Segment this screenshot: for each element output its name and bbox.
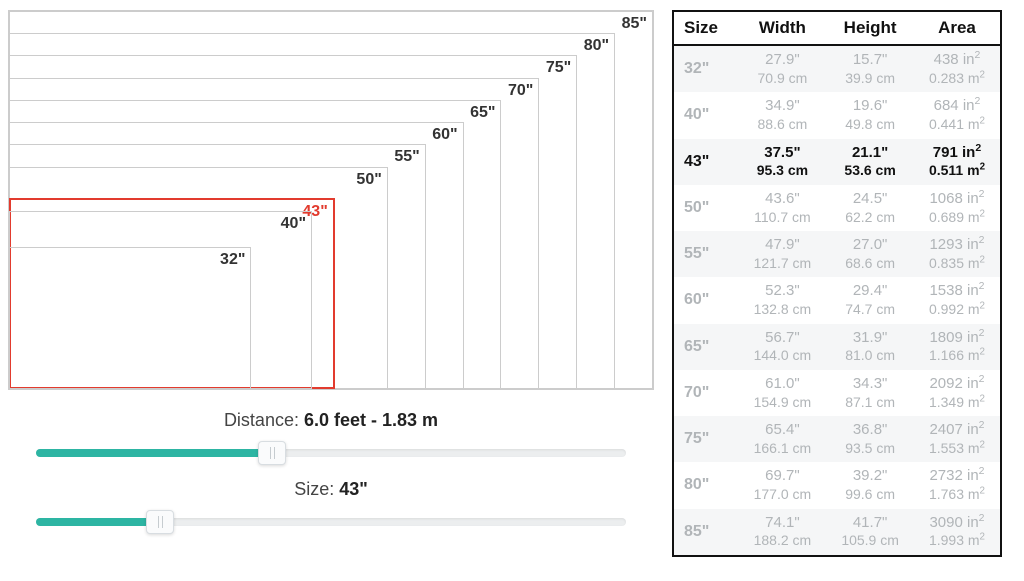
- cell-size: 65": [673, 324, 739, 370]
- cell-area: 1538 in20.992 m2: [914, 277, 1001, 323]
- cell-size: 80": [673, 462, 739, 508]
- cell-area: 2092 in21.349 m2: [914, 370, 1001, 416]
- cell-height: 39.2"99.6 cm: [826, 462, 914, 508]
- cell-width: 69.7"177.0 cm: [739, 462, 827, 508]
- cell-height: 31.9"81.0 cm: [826, 324, 914, 370]
- cell-area: 1068 in20.689 m2: [914, 185, 1001, 231]
- table-row[interactable]: 60"52.3"132.8 cm29.4"74.7 cm1538 in20.99…: [673, 277, 1001, 323]
- size-slider[interactable]: [36, 508, 626, 536]
- size-slider-thumb[interactable]: [146, 510, 174, 534]
- cell-height: 21.1"53.6 cm: [826, 139, 914, 185]
- size-table: Size Width Height Area 32"27.9"70.9 cm15…: [672, 10, 1002, 557]
- col-height: Height: [826, 11, 914, 45]
- table-header-row: Size Width Height Area: [673, 11, 1001, 45]
- cell-height: 34.3"87.1 cm: [826, 370, 914, 416]
- cell-size: 43": [673, 139, 739, 185]
- cell-area: 684 in20.441 m2: [914, 92, 1001, 138]
- tv-rect-label: 85": [622, 15, 647, 33]
- tv-rect-32: 32": [9, 247, 251, 389]
- cell-area: 1293 in20.835 m2: [914, 231, 1001, 277]
- cell-size: 50": [673, 185, 739, 231]
- tv-rect-label: 70": [508, 82, 533, 100]
- cell-width: 43.6"110.7 cm: [739, 185, 827, 231]
- tv-rect-label: 40": [281, 215, 306, 233]
- tv-rect-label: 80": [584, 37, 609, 55]
- cell-size: 60": [673, 277, 739, 323]
- cell-height: 24.5"62.2 cm: [826, 185, 914, 231]
- cell-width: 37.5"95.3 cm: [739, 139, 827, 185]
- table-row[interactable]: 80"69.7"177.0 cm39.2"99.6 cm2732 in21.76…: [673, 462, 1001, 508]
- cell-width: 27.9"70.9 cm: [739, 45, 827, 92]
- tv-rect-label: 75": [546, 59, 571, 77]
- tv-rect-label: 50": [356, 171, 381, 189]
- cell-width: 34.9"88.6 cm: [739, 92, 827, 138]
- size-value: 43": [339, 479, 368, 499]
- cell-size: 32": [673, 45, 739, 92]
- cell-area: 438 in20.283 m2: [914, 45, 1001, 92]
- size-label-prefix: Size:: [294, 479, 339, 499]
- cell-size: 55": [673, 231, 739, 277]
- table-row[interactable]: 85"74.1"188.2 cm41.7"105.9 cm3090 in21.9…: [673, 509, 1001, 556]
- cell-size: 70": [673, 370, 739, 416]
- cell-size: 75": [673, 416, 739, 462]
- tv-size-diagram: 85"80"75"70"65"60"55"50"43"40"32": [8, 10, 654, 390]
- distance-value: 6.0 feet - 1.83 m: [304, 410, 438, 430]
- col-size: Size: [673, 11, 739, 45]
- cell-area: 3090 in21.993 m2: [914, 509, 1001, 556]
- cell-height: 36.8"93.5 cm: [826, 416, 914, 462]
- cell-height: 29.4"74.7 cm: [826, 277, 914, 323]
- distance-slider[interactable]: [36, 439, 626, 467]
- cell-width: 74.1"188.2 cm: [739, 509, 827, 556]
- cell-height: 41.7"105.9 cm: [826, 509, 914, 556]
- table-row[interactable]: 70"61.0"154.9 cm34.3"87.1 cm2092 in21.34…: [673, 370, 1001, 416]
- distance-label: Distance: 6.0 feet - 1.83 m: [8, 410, 654, 431]
- size-slider-fill: [36, 518, 160, 526]
- cell-width: 65.4"166.1 cm: [739, 416, 827, 462]
- cell-height: 15.7"39.9 cm: [826, 45, 914, 92]
- cell-area: 791 in20.511 m2: [914, 139, 1001, 185]
- tv-rect-label: 32": [220, 251, 245, 269]
- table-row[interactable]: 50"43.6"110.7 cm24.5"62.2 cm1068 in20.68…: [673, 185, 1001, 231]
- cell-width: 61.0"154.9 cm: [739, 370, 827, 416]
- distance-slider-fill: [36, 449, 272, 457]
- cell-width: 56.7"144.0 cm: [739, 324, 827, 370]
- table-row[interactable]: 75"65.4"166.1 cm36.8"93.5 cm2407 in21.55…: [673, 416, 1001, 462]
- tv-rect-label: 55": [394, 148, 419, 166]
- distance-slider-thumb[interactable]: [258, 441, 286, 465]
- cell-size: 40": [673, 92, 739, 138]
- table-row[interactable]: 40"34.9"88.6 cm19.6"49.8 cm684 in20.441 …: [673, 92, 1001, 138]
- cell-area: 2407 in21.553 m2: [914, 416, 1001, 462]
- cell-width: 52.3"132.8 cm: [739, 277, 827, 323]
- cell-height: 19.6"49.8 cm: [826, 92, 914, 138]
- cell-size: 85": [673, 509, 739, 556]
- cell-height: 27.0"68.6 cm: [826, 231, 914, 277]
- col-width: Width: [739, 11, 827, 45]
- table-row[interactable]: 55"47.9"121.7 cm27.0"68.6 cm1293 in20.83…: [673, 231, 1001, 277]
- col-area: Area: [914, 11, 1001, 45]
- distance-label-prefix: Distance:: [224, 410, 304, 430]
- cell-area: 2732 in21.763 m2: [914, 462, 1001, 508]
- size-label: Size: 43": [8, 479, 654, 500]
- tv-rect-label: 60": [432, 126, 457, 144]
- table-row[interactable]: 43"37.5"95.3 cm21.1"53.6 cm791 in20.511 …: [673, 139, 1001, 185]
- table-row[interactable]: 32"27.9"70.9 cm15.7"39.9 cm438 in20.283 …: [673, 45, 1001, 92]
- table-row[interactable]: 65"56.7"144.0 cm31.9"81.0 cm1809 in21.16…: [673, 324, 1001, 370]
- cell-area: 1809 in21.166 m2: [914, 324, 1001, 370]
- cell-width: 47.9"121.7 cm: [739, 231, 827, 277]
- tv-rect-label: 65": [470, 104, 495, 122]
